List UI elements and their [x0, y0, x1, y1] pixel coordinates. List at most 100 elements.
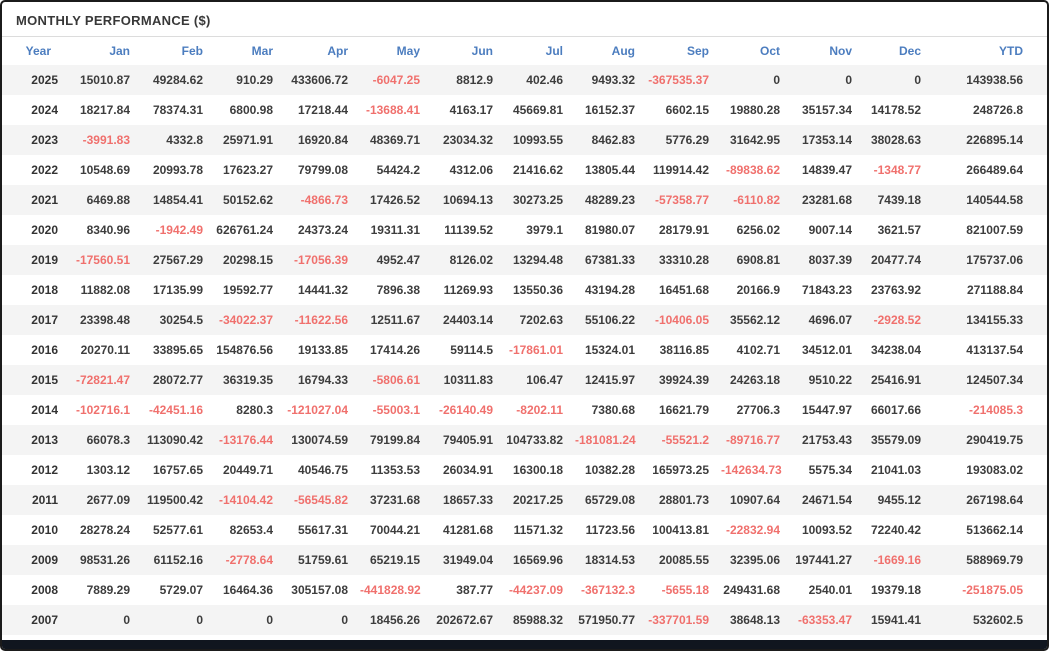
year-cell: 2012 — [31, 463, 58, 477]
cell: 36319.35 — [209, 365, 279, 395]
cell: 28072.77 — [136, 365, 209, 395]
cell: -251875.05 — [962, 583, 1023, 597]
cell: -142634.73 — [721, 463, 782, 477]
cell: -367132.3 — [580, 583, 635, 597]
cell: -1348.77 — [873, 163, 921, 177]
cell: 202672.67 — [426, 605, 499, 635]
cell: -13176.44 — [209, 425, 279, 455]
cell: 17135.99 — [152, 283, 203, 297]
cell: 43194.28 — [584, 283, 635, 297]
cell: -181081.24 — [569, 425, 641, 455]
cell: 71843.23 — [801, 283, 852, 297]
cell: 20270.11 — [80, 343, 130, 357]
col-header-dec: Dec — [898, 44, 921, 58]
cell: 10907.64 — [715, 485, 786, 515]
cell: -34022.37 — [209, 305, 279, 335]
table-row-2015: 2015 -72821.47 28072.77 36319.35 16794.33 -58… — [2, 365, 1047, 395]
cell: 626761.24 — [216, 223, 273, 237]
cell: 14178.52 — [870, 103, 921, 117]
cell: -10406.05 — [641, 305, 715, 335]
cell: 588969.79 — [927, 545, 1047, 575]
cell: 8340.96 — [86, 223, 130, 237]
cell: 41281.68 — [442, 523, 493, 537]
cell: 266489.64 — [966, 163, 1023, 177]
cell: -3991.83 — [64, 125, 136, 155]
cell: 18456.26 — [354, 605, 426, 635]
cell: 17426.52 — [354, 185, 426, 215]
cell: 48289.23 — [569, 185, 641, 215]
cell: 134155.33 — [927, 305, 1047, 335]
cell: 10093.52 — [801, 523, 852, 537]
cell: 8462.83 — [569, 125, 641, 155]
cell: 6800.98 — [229, 103, 273, 117]
cell: 31642.95 — [715, 125, 786, 155]
cell: 1303.12 — [86, 463, 130, 477]
cell: -367535.37 — [641, 65, 715, 95]
year-cell: 2018 — [31, 283, 58, 297]
table-row-2010: 2010 28278.24 52577.61 82653.4 55617.31 70044… — [2, 515, 1047, 545]
cell: 11139.52 — [444, 223, 493, 237]
cell: 10694.13 — [426, 185, 499, 215]
cell: 37231.68 — [354, 485, 426, 515]
cell: 2677.09 — [64, 485, 136, 515]
cell: 14441.32 — [297, 283, 348, 297]
cell: 12511.67 — [354, 305, 426, 335]
cell: -8202.11 — [516, 403, 563, 417]
cell: 11723.56 — [585, 523, 635, 537]
cell: 9455.12 — [858, 485, 927, 515]
cell: 13550.36 — [512, 283, 563, 297]
cell: 24263.18 — [715, 365, 786, 395]
cell: 130074.59 — [279, 425, 354, 455]
cell: 119914.42 — [652, 163, 709, 177]
cell: 140544.58 — [927, 185, 1047, 215]
cell: 267198.64 — [927, 485, 1047, 515]
cell: 9007.14 — [808, 223, 852, 237]
cell: -17056.39 — [279, 245, 354, 275]
table-row-2008: 2008 7889.29 5729.07 16464.36 305157.08 -4418… — [2, 575, 1047, 605]
cell: 61152.16 — [136, 545, 209, 575]
cell: 14854.41 — [136, 185, 209, 215]
cell: 55106.22 — [569, 305, 641, 335]
table-row-2013: 2013 66078.3 113090.42 -13176.44 130074.59 79… — [2, 425, 1047, 455]
bottom-bar — [2, 640, 1047, 649]
table-row-2021: 2021 6469.88 14854.41 50152.62 -4866.73 17426… — [2, 185, 1047, 215]
cell: 154876.56 — [216, 343, 273, 357]
cell: 35157.34 — [801, 103, 852, 117]
table-row-2019: 2019 -17560.51 27567.29 20298.15 -17056.39 49… — [2, 245, 1047, 275]
cell: 3621.57 — [877, 223, 921, 237]
year-cell: 2013 — [2, 425, 64, 455]
cell: 7439.18 — [858, 185, 927, 215]
cell: 19133.85 — [297, 343, 348, 357]
cell: 34512.01 — [801, 343, 852, 357]
cell: 143938.56 — [927, 65, 1047, 95]
cell: 821007.59 — [966, 223, 1023, 237]
cell: -441828.92 — [360, 583, 421, 597]
cell: -337701.59 — [641, 605, 715, 635]
cell: 248726.8 — [972, 103, 1023, 117]
cell: 20298.15 — [209, 245, 279, 275]
cell: 16152.37 — [584, 103, 635, 117]
cell: 25416.91 — [858, 365, 927, 395]
cell: 51759.61 — [279, 545, 354, 575]
cell: 16569.96 — [499, 545, 569, 575]
cell: 15447.97 — [801, 403, 852, 417]
cell: 66017.66 — [870, 403, 921, 417]
cell: 28278.24 — [79, 523, 130, 537]
cell: 39924.39 — [641, 365, 715, 395]
cell: 0 — [858, 65, 927, 95]
cell: 66078.3 — [64, 425, 136, 455]
cell: 33310.28 — [641, 245, 715, 275]
cell: -17560.51 — [64, 245, 136, 275]
cell: -14104.42 — [209, 485, 279, 515]
cell: 26034.91 — [442, 463, 493, 477]
cell: 79405.91 — [426, 425, 499, 455]
table-row-2012: 2012 1303.12 16757.65 20449.71 40546.75 11353… — [2, 455, 1047, 485]
col-header-ytd: YTD — [999, 44, 1023, 58]
year-cell: 2009 — [2, 545, 64, 575]
cell: -102716.1 — [75, 403, 130, 417]
cell: 49284.62 — [136, 65, 209, 95]
cell: -22832.94 — [725, 523, 780, 537]
header-row: Year Jan Feb Mar Apr May Jun Jul Aug Sep Oct Nov Dec… — [2, 37, 1047, 65]
cell: 18314.53 — [569, 545, 641, 575]
